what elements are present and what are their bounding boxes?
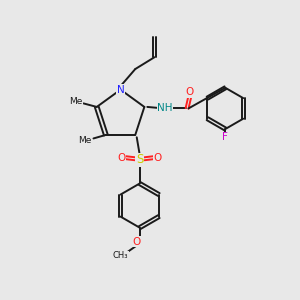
Text: O: O xyxy=(186,87,194,97)
Text: O: O xyxy=(154,153,162,163)
Text: Me: Me xyxy=(79,136,92,145)
Text: F: F xyxy=(222,132,228,142)
Text: S: S xyxy=(136,153,143,167)
Text: CH₃: CH₃ xyxy=(113,251,128,260)
Text: O: O xyxy=(117,153,126,163)
Text: O: O xyxy=(132,237,140,247)
Text: Me: Me xyxy=(70,97,83,106)
Text: NH: NH xyxy=(157,103,173,113)
Text: N: N xyxy=(117,85,124,94)
